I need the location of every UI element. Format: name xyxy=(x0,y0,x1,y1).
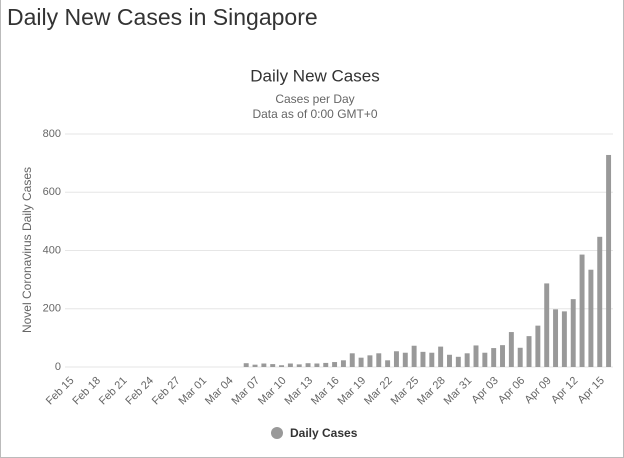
bar xyxy=(579,254,585,367)
bar xyxy=(349,353,355,367)
x-tick-label: Apr 09 xyxy=(522,375,553,406)
x-tick-label: Mar 19 xyxy=(336,375,369,408)
legend-symbol xyxy=(271,427,283,439)
chart-subtitle: Data as of 0:00 GMT+0 xyxy=(252,107,377,121)
bar xyxy=(455,356,461,367)
legend-label: Daily Cases xyxy=(290,426,358,440)
bar xyxy=(464,353,470,367)
x-tick-label: Feb 27 xyxy=(150,375,183,408)
chart-title: Daily New Cases xyxy=(250,66,379,85)
bar xyxy=(393,351,399,367)
x-tick-label: Mar 01 xyxy=(176,375,209,408)
bar xyxy=(261,363,267,367)
x-tick-label: Feb 21 xyxy=(97,375,130,408)
bar xyxy=(420,351,426,367)
bar xyxy=(332,362,338,367)
bar xyxy=(561,311,567,367)
bar xyxy=(517,347,523,367)
y-tick-label: 400 xyxy=(43,244,61,256)
x-tick-label: Mar 04 xyxy=(203,375,236,408)
bar xyxy=(482,352,488,367)
x-tick-label: Feb 18 xyxy=(70,375,103,408)
bar xyxy=(287,363,293,367)
bar xyxy=(367,355,373,367)
y-tick-label: 800 xyxy=(43,128,61,140)
y-tick-label: 600 xyxy=(43,186,61,198)
bar xyxy=(270,364,276,367)
bar xyxy=(438,346,444,367)
bar xyxy=(606,154,612,367)
bar xyxy=(500,345,505,367)
x-tick-label: Mar 13 xyxy=(283,375,316,408)
bar xyxy=(402,352,408,367)
y-tick-label: 0 xyxy=(55,361,61,373)
bar xyxy=(429,352,435,367)
bar xyxy=(358,357,364,367)
bar xyxy=(473,345,479,367)
bar xyxy=(243,363,249,367)
y-axis-label: Novel Coronavirus Daily Cases xyxy=(20,167,34,333)
bar xyxy=(447,354,452,367)
bar xyxy=(314,363,320,367)
x-tick-label: Apr 03 xyxy=(469,375,500,406)
bar xyxy=(553,309,559,367)
bar xyxy=(296,364,302,367)
chart-subtitle: Cases per Day xyxy=(275,92,354,106)
bar xyxy=(305,363,311,367)
x-tick-label: Mar 16 xyxy=(309,375,342,408)
x-tick-label: Mar 25 xyxy=(389,375,422,408)
bar xyxy=(570,299,576,367)
bar xyxy=(411,345,417,367)
x-tick-label: Feb 15 xyxy=(44,375,77,408)
bar xyxy=(340,360,346,367)
x-tick-label: Feb 24 xyxy=(123,375,156,408)
x-tick-label: Apr 12 xyxy=(549,375,580,406)
bar xyxy=(597,236,603,367)
bar xyxy=(544,283,550,367)
bar xyxy=(491,348,497,367)
x-tick-label: Mar 07 xyxy=(230,375,263,408)
x-tick-label: Mar 10 xyxy=(256,375,289,408)
x-tick-label: Apr 06 xyxy=(496,375,527,406)
bar xyxy=(535,325,541,367)
bar xyxy=(588,269,594,367)
x-tick-label: Mar 22 xyxy=(362,375,395,408)
bar xyxy=(385,360,391,367)
bar xyxy=(508,332,514,367)
bar xyxy=(526,336,532,367)
bar xyxy=(323,362,329,367)
bar xyxy=(252,364,258,367)
y-tick-label: 200 xyxy=(43,303,61,315)
x-tick-label: Mar 31 xyxy=(442,375,475,408)
x-tick-label: Mar 28 xyxy=(415,375,448,408)
bar xyxy=(279,365,285,367)
x-tick-label: Apr 15 xyxy=(576,375,607,406)
bar xyxy=(376,353,382,367)
page-title: Daily New Cases in Singapore xyxy=(7,4,318,30)
